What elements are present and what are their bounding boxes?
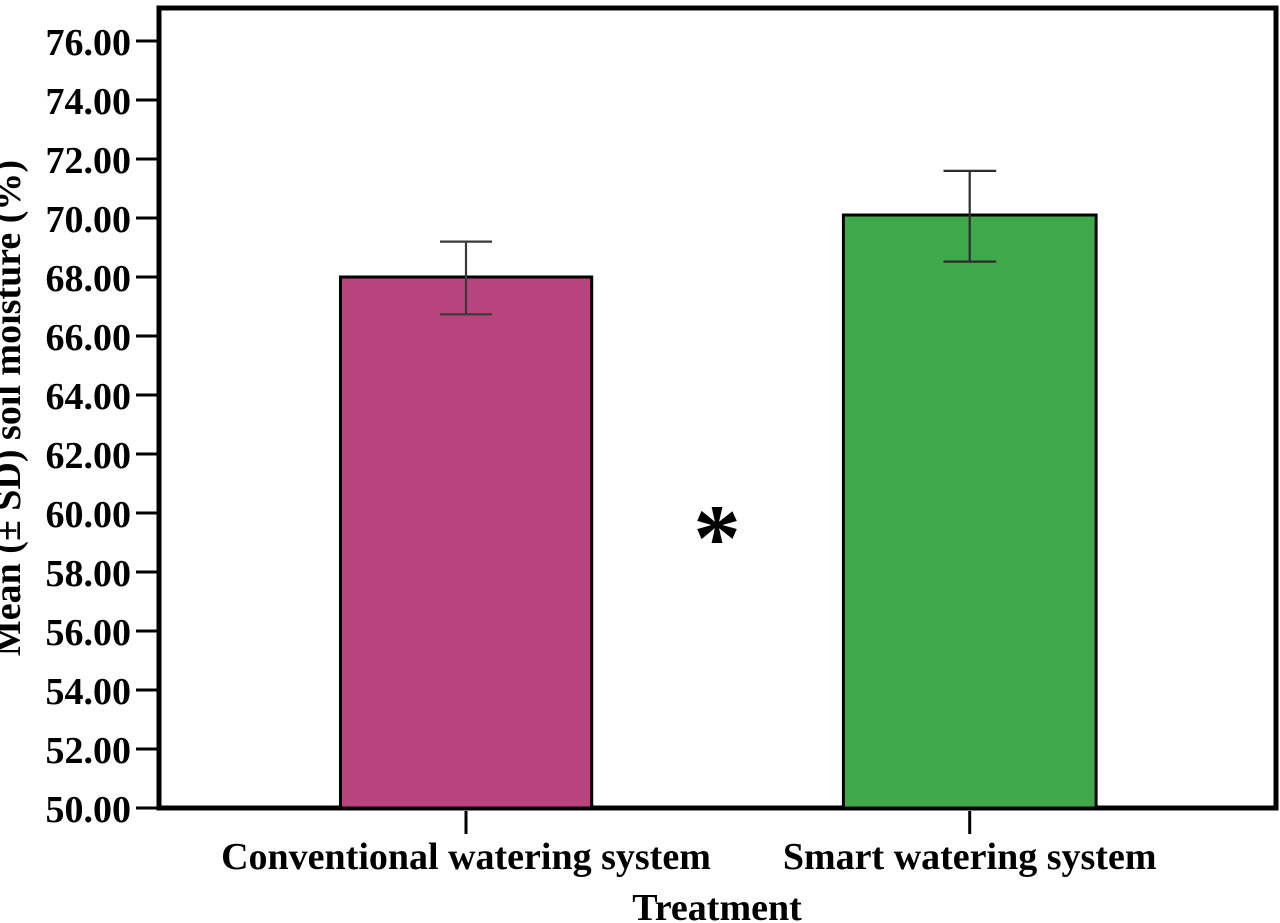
svg-text:60.00: 60.00	[46, 494, 132, 536]
svg-text:76.00: 76.00	[46, 22, 132, 64]
svg-text:72.00: 72.00	[46, 140, 132, 182]
svg-text:Conventional watering system: Conventional watering system	[221, 836, 711, 878]
svg-text:Treatment: Treatment	[632, 887, 802, 923]
svg-text:*: *	[693, 485, 741, 591]
svg-text:68.00: 68.00	[46, 258, 132, 300]
svg-text:54.00: 54.00	[46, 671, 132, 713]
svg-text:50.00: 50.00	[46, 789, 132, 831]
svg-text:56.00: 56.00	[46, 612, 132, 654]
svg-text:52.00: 52.00	[46, 730, 132, 772]
svg-text:74.00: 74.00	[46, 81, 132, 123]
svg-text:62.00: 62.00	[46, 435, 132, 477]
svg-text:66.00: 66.00	[46, 317, 132, 359]
svg-text:58.00: 58.00	[46, 553, 132, 595]
svg-text:Mean (± SD) soil moisture (%): Mean (± SD) soil moisture (%)	[0, 160, 29, 656]
svg-text:64.00: 64.00	[46, 376, 132, 418]
svg-text:70.00: 70.00	[46, 199, 132, 241]
svg-text:Smart watering system: Smart watering system	[783, 836, 1157, 878]
